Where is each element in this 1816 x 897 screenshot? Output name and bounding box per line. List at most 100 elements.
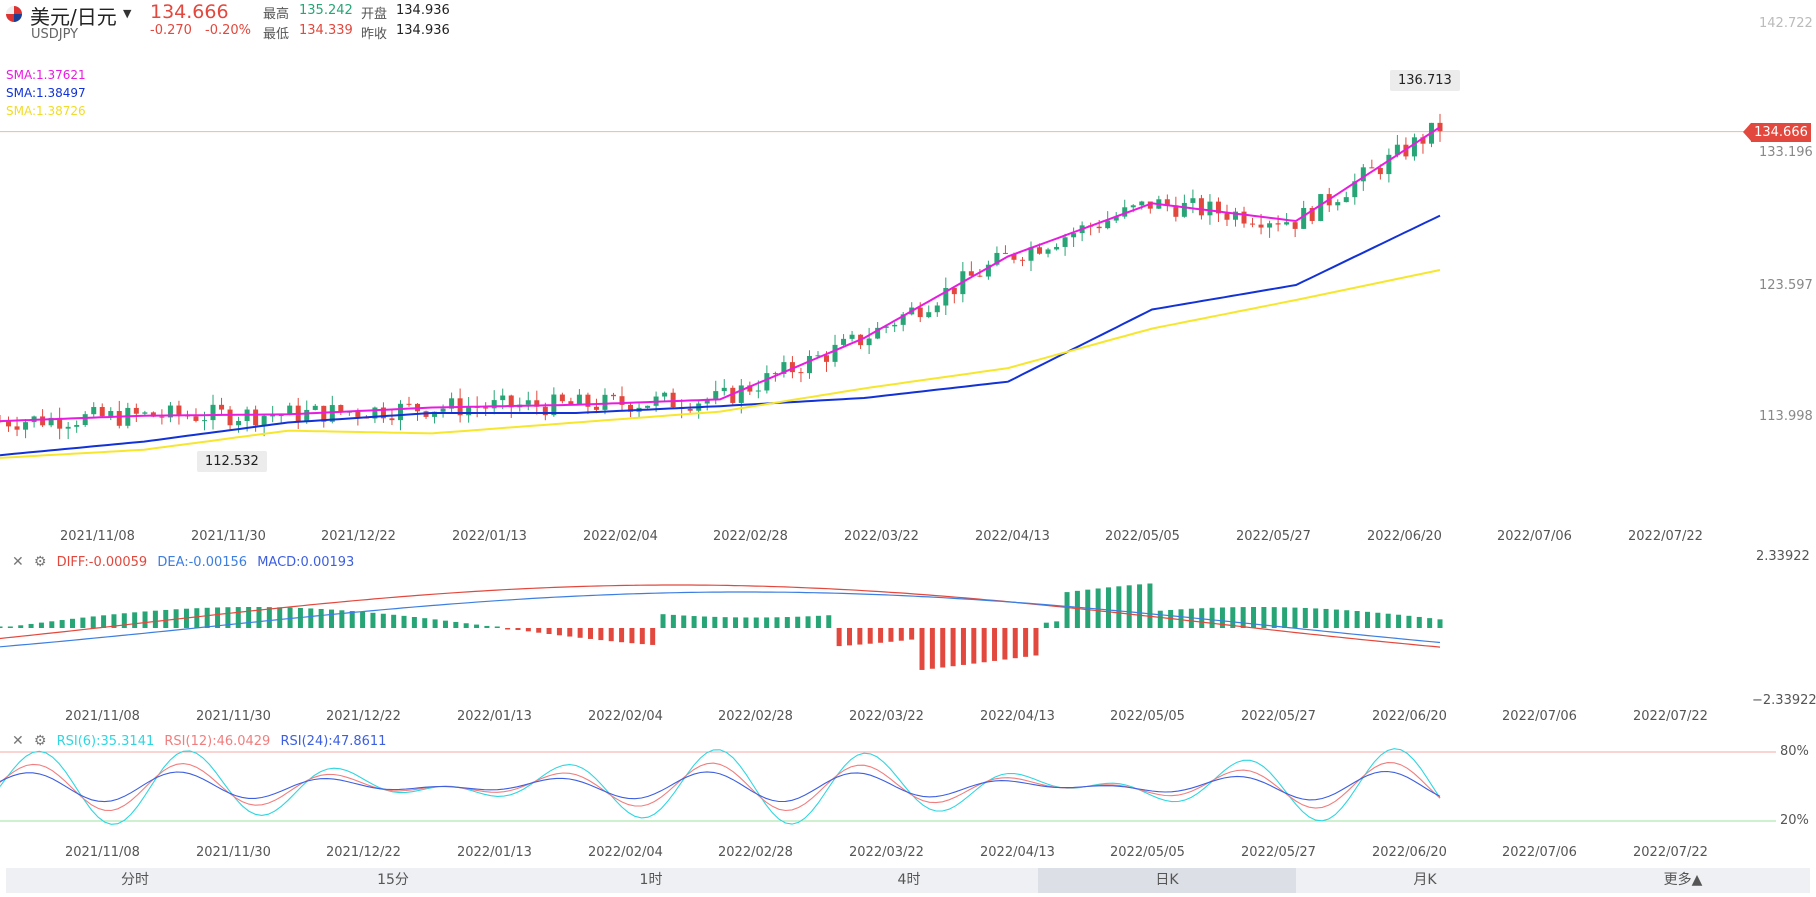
- candle-body: [610, 394, 616, 397]
- macd-bar: [7, 626, 13, 628]
- macd-bar: [246, 607, 252, 628]
- rsi-legend: ✕ ⚙ RSI(6):35.3141 RSI(12):46.0429 RSI(2…: [12, 733, 392, 749]
- tab-15min[interactable]: 15分: [377, 872, 409, 888]
- date-tick-label: 2022/06/20: [1367, 529, 1442, 544]
- date-tick-label: 2021/11/08: [60, 529, 135, 544]
- candle-body: [849, 334, 855, 339]
- candle-body: [1224, 213, 1230, 220]
- macd-bar: [256, 607, 262, 628]
- candle-body: [1360, 167, 1366, 182]
- candle-body: [934, 305, 940, 313]
- macd-bar: [1313, 608, 1319, 628]
- date-tick-label: 2022/04/13: [975, 529, 1050, 544]
- date-tick-label: 2021/12/22: [321, 529, 396, 544]
- macd-bar: [142, 611, 148, 628]
- candle-body: [1181, 202, 1187, 217]
- macd-bar: [411, 616, 417, 628]
- date-tick-label: 2022/06/20: [1372, 845, 1447, 860]
- candle-body: [670, 392, 676, 408]
- macd-bar: [1364, 611, 1370, 628]
- macd-bar: [442, 620, 448, 628]
- tab-monthly[interactable]: 月K: [1413, 872, 1437, 888]
- candle-body: [824, 355, 830, 362]
- candle-body: [91, 407, 97, 415]
- macd-bar: [1095, 588, 1101, 628]
- candle-body: [99, 407, 105, 417]
- macd-bar: [339, 610, 345, 628]
- chevron-down-icon[interactable]: ▼: [123, 7, 132, 20]
- macd-bar: [277, 607, 283, 628]
- macd-bar: [712, 616, 718, 628]
- candle-body: [1420, 137, 1426, 144]
- macd-bar: [287, 607, 293, 628]
- candle-body: [14, 426, 20, 430]
- candle-body: [1105, 220, 1111, 229]
- macd-bar: [701, 616, 707, 628]
- tab-4hour[interactable]: 4时: [897, 872, 921, 888]
- tab-minute[interactable]: 分时: [121, 872, 149, 888]
- candle-body: [1284, 222, 1290, 225]
- macd-bar: [681, 615, 687, 628]
- candle-body: [201, 420, 207, 422]
- candle-body: [815, 355, 821, 357]
- macd-bar: [826, 615, 832, 628]
- candle-body: [917, 307, 923, 318]
- macd-bar: [1054, 621, 1060, 628]
- date-tick-label: 2022/05/05: [1105, 529, 1180, 544]
- pair-name[interactable]: 美元/日元: [30, 5, 117, 29]
- date-tick-label: 2022/02/04: [588, 709, 663, 724]
- tab-more[interactable]: 更多▲: [1663, 872, 1703, 888]
- candle-body: [1258, 224, 1264, 228]
- candle-body: [466, 406, 472, 416]
- macd-bar: [70, 618, 76, 628]
- candle-body: [167, 405, 173, 418]
- candle-body: [500, 395, 506, 401]
- candle-body: [287, 405, 293, 416]
- high-value: 135.242: [299, 3, 353, 18]
- tab-daily[interactable]: 日K: [1038, 868, 1296, 893]
- macd-bar: [795, 616, 801, 628]
- candle-body: [926, 312, 932, 318]
- settings-icon[interactable]: ⚙: [33, 733, 47, 749]
- candle-body: [883, 326, 889, 328]
- macd-bar: [992, 628, 998, 661]
- tab-1hour[interactable]: 1时: [639, 872, 663, 888]
- candle-body: [1071, 233, 1077, 238]
- candle-body: [1403, 144, 1409, 157]
- candle-body: [483, 407, 489, 409]
- macd-bar: [867, 628, 873, 644]
- current-price-tag: 134.666: [1743, 123, 1811, 142]
- candle-body: [602, 394, 608, 410]
- macd-bar: [308, 608, 314, 628]
- close-icon[interactable]: ✕: [12, 554, 24, 570]
- open-label: 开盘: [361, 7, 388, 22]
- macd-bar: [1396, 614, 1402, 628]
- macd-bar: [981, 628, 987, 663]
- macd-bar: [950, 628, 956, 667]
- candle-body: [900, 314, 906, 325]
- macd-bar: [1105, 587, 1111, 628]
- candle-body: [210, 404, 216, 421]
- macd-bar: [453, 621, 459, 628]
- rsi24-label: RSI(24):47.8611: [280, 734, 387, 749]
- candle-body: [1028, 247, 1034, 261]
- settings-icon[interactable]: ⚙: [33, 554, 47, 570]
- macd-bar: [1261, 607, 1267, 628]
- date-tick-label: 2022/05/27: [1241, 709, 1316, 724]
- macd-bar: [1375, 612, 1381, 628]
- macd-bar: [909, 628, 915, 640]
- price-axis-label: 133.196: [1759, 145, 1813, 160]
- candle-body: [1062, 237, 1068, 247]
- candle-body: [397, 403, 403, 421]
- macd-bar: [836, 628, 842, 647]
- candle-body: [406, 403, 412, 405]
- macd-bar: [784, 617, 790, 628]
- macd-axis-top: 2.33922: [1756, 549, 1810, 564]
- candle-body: [227, 409, 233, 426]
- candle-body: [713, 391, 719, 401]
- macd-bar: [401, 615, 407, 628]
- candle-body: [806, 356, 812, 374]
- close-icon[interactable]: ✕: [12, 733, 24, 749]
- candle-body: [278, 415, 284, 417]
